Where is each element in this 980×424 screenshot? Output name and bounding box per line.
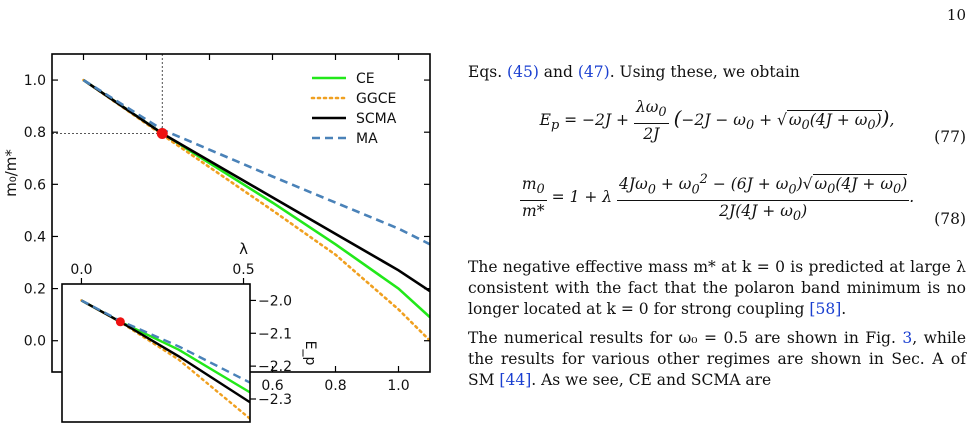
main-y-tick-label: 0.4 bbox=[24, 229, 46, 245]
page-number: 10 bbox=[946, 6, 966, 24]
equation-78-number: (78) bbox=[934, 210, 966, 229]
inset-series-group bbox=[80, 299, 250, 420]
ref44-link[interactable]: [44] bbox=[499, 371, 532, 390]
inset-y-tick-label: −2.1 bbox=[258, 326, 292, 342]
main-marker-point bbox=[156, 128, 168, 139]
main-x-tick-label: 0.8 bbox=[324, 378, 346, 394]
inset-plot: 0.0 0.5 λ −2.0 −2.1 −2.2 −2.3 E_p bbox=[61, 240, 318, 423]
main-y-tick-label: 0.6 bbox=[24, 177, 46, 193]
inset-y-axis-label: E_p bbox=[302, 341, 318, 366]
figure: 0.00.20.40.60.81.00.00.20.40.60.81.0λm₀/… bbox=[2, 53, 431, 423]
main-series-ma bbox=[82, 78, 430, 246]
legend-label-ce: CE bbox=[356, 71, 375, 87]
equation-77: Ep = −2J + λω0 2J (−2J − ω0 + √ ω0(4J + ω0… bbox=[468, 97, 966, 146]
inset-y-tick-label: −2.0 bbox=[258, 293, 292, 309]
inset-y-tick-label: −2.2 bbox=[258, 359, 292, 375]
legend-label-ggce: GGCE bbox=[356, 91, 396, 107]
inset-x-tick-label: 0.0 bbox=[70, 262, 92, 278]
equation-77-body: Ep = −2J + λω0 2J (−2J − ω0 + √ ω0(4J + ω0… bbox=[539, 98, 895, 144]
main-series-group bbox=[82, 78, 430, 343]
equation-77-number: (77) bbox=[934, 128, 966, 146]
inset-series-ggce bbox=[80, 299, 250, 420]
paragraph-numerical-results: The numerical results for ω₀ = 0.5 are s… bbox=[468, 329, 966, 390]
equation-78-body: m0 m* = 1 + λ 4Jω0 + ω02 − (6J + ω0)√ ω0(4… bbox=[468, 169, 966, 227]
main-y-axis-label: m₀/m* bbox=[2, 149, 20, 197]
ref58-link[interactable]: [58] bbox=[809, 300, 842, 319]
inset-x-axis-label: λ bbox=[239, 240, 248, 258]
inset-x-tick-label: 0.5 bbox=[232, 262, 254, 278]
eq47-link[interactable]: (47) bbox=[577, 63, 610, 81]
inset-frame bbox=[61, 283, 251, 423]
main-y-tick-label: 0.0 bbox=[24, 334, 46, 350]
main-y-tick-label: 1.0 bbox=[24, 73, 46, 89]
text-column: Eqs. (45) and (47). Using these, we obta… bbox=[468, 62, 966, 391]
paragraph-effective-mass: The negative effective mass m* at k = 0 … bbox=[468, 258, 966, 319]
legend-label-ma: MA bbox=[356, 131, 378, 147]
main-series-scma bbox=[82, 79, 430, 293]
main-y-tick-label: 0.8 bbox=[24, 125, 46, 141]
equation-78: m0 m* = 1 + λ 4Jω0 + ω02 − (6J + ω0)√ ω0(4… bbox=[468, 169, 966, 229]
inset-series-scma bbox=[80, 299, 250, 404]
inset-marker-point bbox=[115, 317, 125, 327]
fig3-link[interactable]: 3 bbox=[902, 329, 913, 348]
legend-label-scma: SCMA bbox=[356, 111, 397, 127]
eq45-link[interactable]: (45) bbox=[507, 63, 539, 81]
main-x-tick-label: 0.6 bbox=[261, 378, 283, 394]
intro-sentence: Eqs. (45) and (47). Using these, we obta… bbox=[468, 63, 800, 81]
inset-y-tick-label: −2.3 bbox=[258, 392, 292, 408]
main-x-tick-label: 1.0 bbox=[387, 378, 409, 394]
main-y-tick-label: 0.2 bbox=[24, 282, 46, 298]
inset-series-ma bbox=[80, 299, 250, 384]
